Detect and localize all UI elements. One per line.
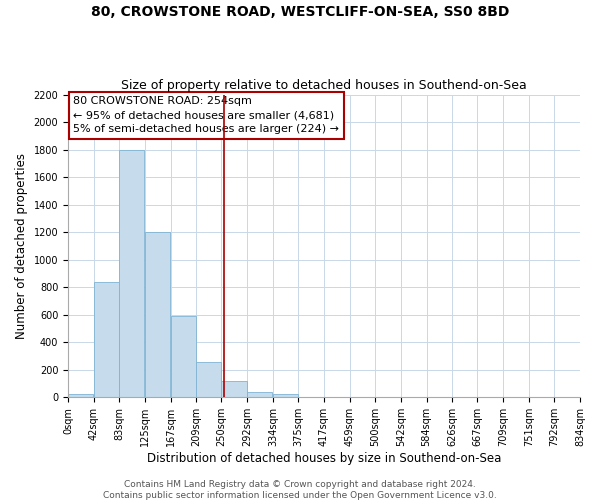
X-axis label: Distribution of detached houses by size in Southend-on-Sea: Distribution of detached houses by size … (147, 452, 501, 465)
Text: 80 CROWSTONE ROAD: 254sqm
← 95% of detached houses are smaller (4,681)
5% of sem: 80 CROWSTONE ROAD: 254sqm ← 95% of detac… (73, 96, 339, 134)
Bar (196, 362, 221, 398)
Text: Contains HM Land Registry data © Crown copyright and database right 2024.
Contai: Contains HM Land Registry data © Crown c… (103, 480, 497, 500)
Bar (94, 282, 119, 398)
Bar (221, 381, 247, 398)
Text: 80, CROWSTONE ROAD, WESTCLIFF-ON-SEA, SS0 8BD: 80, CROWSTONE ROAD, WESTCLIFF-ON-SEA, SS… (91, 5, 509, 19)
Title: Size of property relative to detached houses in Southend-on-Sea: Size of property relative to detached ho… (121, 79, 527, 92)
Bar (273, 394, 298, 398)
Y-axis label: Number of detached properties: Number of detached properties (15, 153, 28, 339)
Bar (145, 232, 170, 398)
Bar (170, 316, 196, 398)
Bar (68, 394, 93, 398)
Bar (119, 150, 144, 398)
Bar (247, 392, 272, 398)
